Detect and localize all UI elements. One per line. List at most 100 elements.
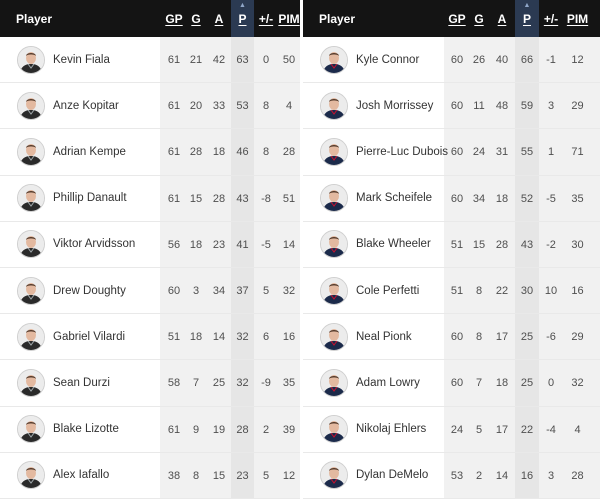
player-name[interactable]: Dylan DeMelo	[356, 469, 429, 482]
player-name[interactable]: Blake Wheeler	[356, 238, 431, 251]
player-row[interactable]: Neal Pionk 60 8 17 25 -6 29	[303, 314, 600, 361]
column-header-games-played[interactable]: GP	[446, 0, 468, 37]
stat-points: 30	[520, 284, 534, 297]
player-name[interactable]: Mark Scheifele	[356, 192, 433, 205]
player-row[interactable]: Josh Morrissey 60 11 48 59 3 29	[303, 83, 600, 130]
stat-games-played: 60	[450, 100, 464, 113]
column-header-goals[interactable]: G	[185, 0, 207, 37]
column-header-assists[interactable]: A	[207, 0, 231, 37]
player-cell[interactable]: Anze Kopitar	[17, 83, 119, 128]
column-header-penalty-minutes[interactable]: PIM	[564, 0, 591, 37]
stat-games-played: 24	[450, 423, 464, 436]
player-cell[interactable]: Josh Morrissey	[320, 83, 433, 128]
player-cell[interactable]: Cole Perfetti	[320, 268, 419, 313]
player-cell[interactable]: Viktor Arvidsson	[17, 222, 135, 267]
player-name[interactable]: Nikolaj Ehlers	[356, 423, 427, 436]
stat-penalty-minutes: 35	[282, 377, 296, 390]
column-header-games-played[interactable]: GP	[163, 0, 185, 37]
column-header-points[interactable]: ▲ P	[515, 0, 539, 37]
player-name[interactable]: Blake Lizotte	[53, 423, 119, 436]
player-row[interactable]: Nikolaj Ehlers 24 5 17 22 -4 4	[303, 406, 600, 453]
player-name[interactable]: Drew Doughty	[53, 284, 126, 297]
player-cell[interactable]: Drew Doughty	[17, 268, 126, 313]
player-headshot-icon	[17, 461, 45, 490]
player-headshot-icon	[320, 461, 348, 490]
player-cell[interactable]: Pierre-Luc Dubois	[320, 129, 448, 174]
player-row[interactable]: Kevin Fiala 61 21 42 63 0 50	[0, 37, 300, 84]
player-cell[interactable]: Mark Scheifele	[320, 176, 432, 221]
player-name[interactable]: Cole Perfetti	[356, 284, 420, 297]
player-row[interactable]: Cole Perfetti 51 8 22 30 10 16	[303, 267, 600, 315]
column-header-goals[interactable]: G	[468, 0, 490, 37]
player-name[interactable]: Sean Durzi	[53, 376, 110, 389]
stat-penalty-minutes: 50	[282, 54, 296, 66]
player-row[interactable]: Mark Scheifele 60 34 18 52 -5 35	[303, 175, 600, 222]
player-row[interactable]: Anze Kopitar 61 20 33 53 8 4	[0, 83, 300, 130]
player-name[interactable]: Gabriel Vilardi	[53, 330, 126, 343]
stat-plus-minus: 3	[547, 469, 555, 482]
stat-points: 37	[236, 284, 249, 297]
player-name[interactable]: Adrian Kempe	[53, 145, 126, 158]
player-row[interactable]: Adrian Kempe 61 28 18 46 8 28	[0, 129, 300, 176]
player-row[interactable]: Alex Iafallo 38 8 15 23 5 12	[0, 452, 300, 499]
stat-plus-minus: 2	[262, 423, 270, 436]
player-cell[interactable]: Gabriel Vilardi	[17, 314, 125, 359]
player-cell[interactable]: Phillip Danault	[17, 176, 127, 221]
stat-games-played: 61	[167, 192, 181, 205]
stat-plus-minus: 10	[544, 284, 558, 297]
player-row[interactable]: Sean Durzi 58 7 25 32 -9 35	[0, 360, 300, 407]
column-header-label: +/-	[543, 12, 559, 26]
player-row[interactable]: Blake Lizotte 61 9 19 28 2 39	[0, 406, 300, 453]
column-header-label: G	[474, 12, 484, 26]
stat-penalty-minutes: 35	[571, 192, 584, 205]
stat-assists: 25	[212, 377, 226, 390]
column-header-assists[interactable]: A	[490, 0, 514, 37]
sorted-column-shade	[515, 267, 539, 314]
player-name[interactable]: Josh Morrissey	[356, 99, 434, 112]
player-name[interactable]: Kevin Fiala	[53, 53, 110, 66]
player-name[interactable]: Adam Lowry	[356, 376, 420, 389]
player-row[interactable]: Kyle Connor 60 26 40 66 -1 12	[303, 37, 600, 84]
player-row[interactable]: Adam Lowry 60 7 18 25 0 32	[303, 360, 600, 407]
player-cell[interactable]: Alex Iafallo	[17, 453, 109, 498]
player-row[interactable]: Phillip Danault 61 15 28 43 -8 51	[0, 175, 300, 222]
stats-column-shade	[160, 360, 300, 406]
column-header-plus-minus[interactable]: +/-	[254, 0, 278, 37]
column-header-points[interactable]: ▲ P	[231, 0, 254, 37]
player-name[interactable]: Viktor Arvidsson	[53, 238, 136, 251]
stat-assists: 15	[212, 469, 226, 482]
player-cell[interactable]: Dylan DeMelo	[320, 453, 428, 498]
player-row[interactable]: Pierre-Luc Dubois 60 24 31 55 1 71	[303, 129, 600, 176]
player-row[interactable]: Dylan DeMelo 53 2 14 16 3 28	[303, 452, 600, 499]
column-header-plus-minus[interactable]: +/-	[540, 0, 562, 37]
player-name[interactable]: Neal Pionk	[356, 330, 412, 343]
stat-penalty-minutes: 4	[285, 100, 293, 113]
stat-goals: 8	[192, 469, 200, 482]
player-row[interactable]: Viktor Arvidsson 56 18 23 41 -5 14	[0, 221, 300, 268]
player-cell[interactable]: Sean Durzi	[17, 360, 110, 405]
column-header-penalty-minutes[interactable]: PIM	[278, 0, 300, 37]
player-name[interactable]: Anze Kopitar	[53, 99, 119, 112]
player-name[interactable]: Pierre-Luc Dubois	[356, 145, 449, 158]
player-row[interactable]: Drew Doughty 60 3 34 37 5 32	[0, 267, 300, 315]
player-cell[interactable]: Kevin Fiala	[17, 37, 110, 82]
player-name[interactable]: Phillip Danault	[53, 192, 127, 205]
player-cell[interactable]: Adam Lowry	[320, 360, 420, 405]
player-headshot-icon	[17, 322, 45, 351]
player-cell[interactable]: Neal Pionk	[320, 314, 412, 359]
player-name[interactable]: Kyle Connor	[356, 53, 420, 66]
stat-goals: 34	[472, 192, 486, 205]
stat-points: 55	[520, 146, 534, 159]
player-cell[interactable]: Blake Lizotte	[17, 407, 119, 452]
player-cell[interactable]: Adrian Kempe	[17, 129, 126, 174]
player-name[interactable]: Alex Iafallo	[53, 469, 110, 482]
stat-goals: 7	[475, 377, 483, 390]
player-cell[interactable]: Blake Wheeler	[320, 222, 431, 267]
player-cell[interactable]: Kyle Connor	[320, 37, 419, 82]
stats-column-shade	[160, 37, 300, 83]
player-cell[interactable]: Nikolaj Ehlers	[320, 407, 426, 452]
player-row[interactable]: Gabriel Vilardi 51 18 14 32 6 16	[0, 314, 300, 361]
stat-points: 25	[520, 331, 534, 344]
player-row[interactable]: Blake Wheeler 51 15 28 43 -2 30	[303, 221, 600, 268]
